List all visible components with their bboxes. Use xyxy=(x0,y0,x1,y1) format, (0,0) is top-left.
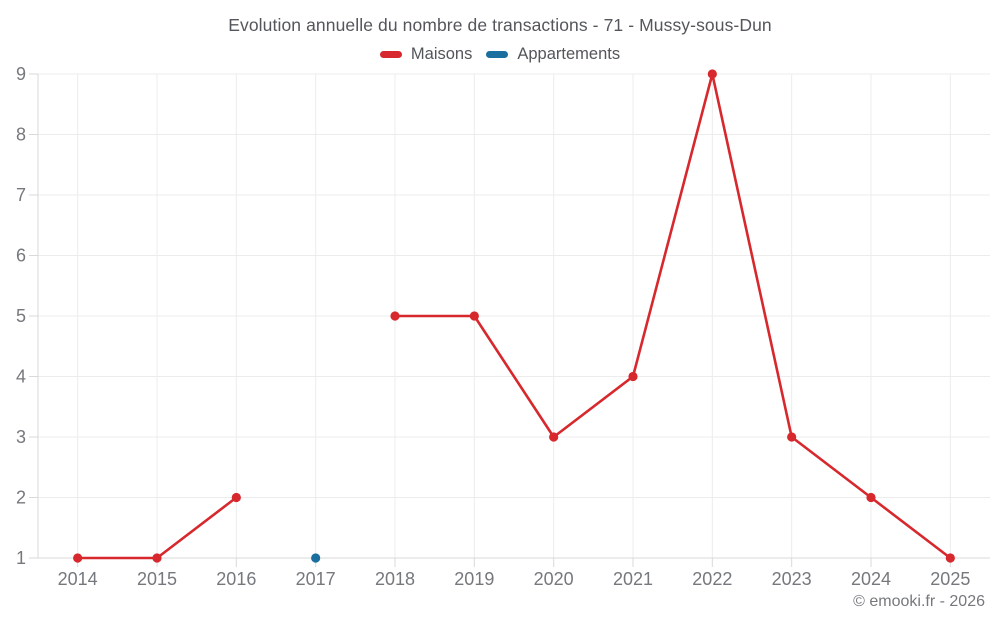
series-line xyxy=(393,72,952,560)
x-axis-tick-label: 2020 xyxy=(534,569,574,589)
y-axis-tick-label: 5 xyxy=(16,306,26,326)
legend-swatch-maisons xyxy=(379,51,402,58)
series-maisons xyxy=(73,69,955,563)
data-point[interactable] xyxy=(469,311,479,321)
y-axis-tick-label: 2 xyxy=(16,488,26,508)
x-axis-tick-label: 2023 xyxy=(772,569,812,589)
y-axis-tick-label: 7 xyxy=(16,185,26,205)
data-point[interactable] xyxy=(787,432,797,442)
x-axis-tick-label: 2024 xyxy=(851,569,891,589)
gridlines xyxy=(38,73,990,559)
y-axis-tick-label: 8 xyxy=(16,125,26,145)
y-axis-tick-label: 9 xyxy=(16,64,26,84)
data-point[interactable] xyxy=(311,553,321,563)
footer-credit: © emooki.fr - 2026 xyxy=(853,593,985,610)
x-axis-tick-label: 2022 xyxy=(692,569,732,589)
data-point[interactable] xyxy=(628,371,638,382)
data-point[interactable] xyxy=(945,553,955,563)
series-appartements xyxy=(311,553,321,563)
y-axis-tick-label: 6 xyxy=(16,246,26,266)
y-axis-tick-label: 3 xyxy=(16,427,26,447)
legend-item-appartements[interactable]: Appartements xyxy=(486,45,620,64)
chart-title: Evolution annuelle du nombre de transact… xyxy=(228,15,772,35)
legend-label-appartements: Appartements xyxy=(517,45,621,63)
axis-ticks xyxy=(29,73,951,567)
data-point[interactable] xyxy=(152,553,162,563)
data-point[interactable] xyxy=(866,492,876,503)
x-axis-tick-label: 2025 xyxy=(930,569,970,589)
legend: Maisons Appartements xyxy=(0,45,1000,64)
y-axis-tick-label: 4 xyxy=(16,367,26,387)
data-series xyxy=(73,69,955,563)
legend-item-maisons[interactable]: Maisons xyxy=(379,45,473,64)
x-axis-tick-label: 2014 xyxy=(58,569,98,589)
y-axis-tick-label: 1 xyxy=(16,548,26,568)
x-axis-tick-label: 2021 xyxy=(613,569,653,589)
x-axis-tick-label: 2015 xyxy=(137,569,177,589)
data-point[interactable] xyxy=(707,69,717,79)
x-axis-labels: 2014 2015 2016 2017 2018 2019 2020 2021 2022 2023… xyxy=(58,569,971,589)
data-point[interactable] xyxy=(549,432,559,442)
x-axis-tick-label: 2018 xyxy=(375,569,415,589)
x-axis-tick-label: 2016 xyxy=(216,569,256,589)
y-axis-labels: 1 2 3 4 5 6 7 8 9 xyxy=(16,64,26,568)
data-point[interactable] xyxy=(390,311,400,321)
x-axis-tick-label: 2019 xyxy=(454,569,494,589)
data-point[interactable] xyxy=(73,553,83,563)
x-axis-tick-label: 2017 xyxy=(296,569,336,589)
legend-label-maisons: Maisons xyxy=(410,45,473,63)
legend-swatch-appartements xyxy=(486,51,509,58)
data-point[interactable] xyxy=(231,492,241,503)
